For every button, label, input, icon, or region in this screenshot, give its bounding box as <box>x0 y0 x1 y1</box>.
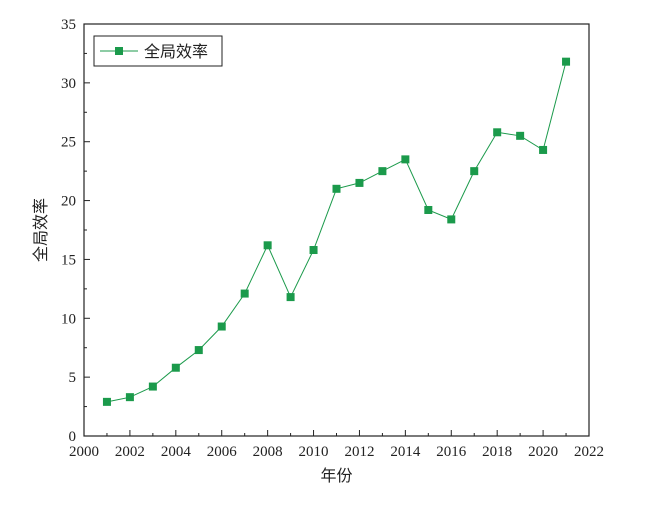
x-tick-label: 2022 <box>574 444 604 460</box>
x-tick-label: 2016 <box>436 444 467 460</box>
x-tick-label: 2002 <box>115 444 145 460</box>
x-tick-label: 2020 <box>528 444 558 460</box>
data-point <box>125 393 134 402</box>
legend-marker <box>115 47 123 55</box>
x-tick-label: 2012 <box>344 444 374 460</box>
x-tick-label: 2000 <box>69 444 99 460</box>
x-axis-ticks: 2000 2002 2004 2006 2008 2010 2012 2014 2016 2018… <box>69 430 604 460</box>
x-axis-title: 年份 <box>320 466 352 485</box>
x-tick-label: 2006 <box>207 444 238 460</box>
data-point <box>355 178 364 187</box>
x-tick-label: 2008 <box>253 444 283 460</box>
data-point <box>217 322 226 331</box>
data-point <box>286 293 295 302</box>
y-tick-label: 20 <box>61 194 76 210</box>
data-point <box>401 155 410 164</box>
data-point <box>102 397 111 406</box>
y-tick-label: 5 <box>69 370 77 386</box>
data-point <box>148 382 157 391</box>
data-point <box>171 363 180 372</box>
plot-frame <box>83 23 590 437</box>
data-point <box>562 57 571 66</box>
y-tick-label: 30 <box>61 76 76 92</box>
series-layer <box>102 57 571 406</box>
y-tick-label: 35 <box>61 17 76 33</box>
data-point <box>309 246 318 255</box>
x-tick-label: 2004 <box>161 444 192 460</box>
data-point <box>194 346 203 355</box>
y-axis-title: 全局效率 <box>31 198 50 262</box>
y-tick-label: 10 <box>61 311 76 327</box>
y-tick-label: 25 <box>61 135 76 151</box>
x-tick-label: 2010 <box>299 444 329 460</box>
y-axis-ticks: 0 5 10 15 20 25 30 35 <box>61 17 90 445</box>
data-point <box>263 241 272 250</box>
data-point <box>447 215 456 224</box>
legend: 全局效率 <box>93 35 223 67</box>
x-tick-label: 2018 <box>482 444 512 460</box>
legend-label: 全局效率 <box>144 42 208 61</box>
y-tick-label: 15 <box>61 252 76 268</box>
data-point <box>539 145 548 154</box>
data-point <box>470 167 479 176</box>
data-point <box>240 289 249 298</box>
data-point <box>332 184 341 193</box>
series-line <box>106 61 567 403</box>
data-point <box>493 128 502 137</box>
x-tick-label: 2014 <box>390 444 421 460</box>
data-point <box>424 205 433 214</box>
data-point <box>516 131 525 140</box>
data-point <box>378 167 387 176</box>
y-tick-label: 0 <box>69 429 77 445</box>
